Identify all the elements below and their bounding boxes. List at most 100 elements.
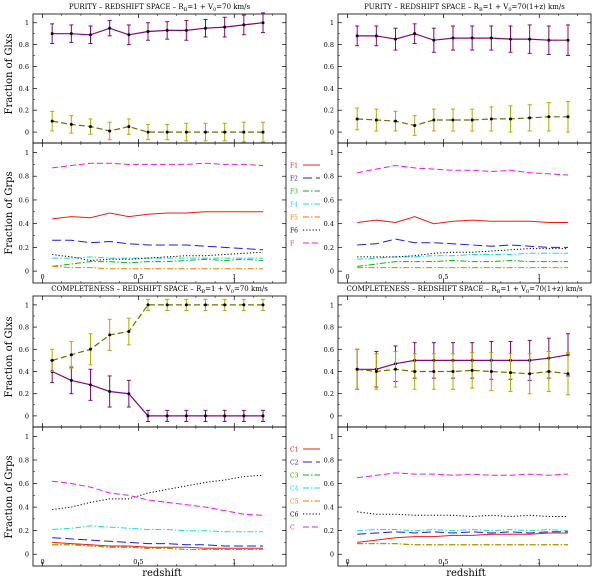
data-point: [146, 303, 150, 307]
y-tick-label: 0: [25, 129, 29, 137]
series-line: [357, 259, 568, 267]
data-point: [509, 117, 512, 121]
data-point: [261, 130, 265, 134]
series-C4: [357, 528, 569, 532]
series-C6: [357, 511, 568, 518]
data-point: [432, 38, 436, 42]
charts-layer: PURITY – REDSHIFT SPACE – RB=1 + V0=70 k…: [19, 3, 592, 567]
data-point: [69, 353, 73, 357]
title-subscript: B: [201, 289, 205, 295]
chart-title: COMPLETENESS – REDSHIFT SPACE – RB=1 + V…: [346, 285, 582, 295]
data-point: [223, 130, 227, 134]
y-tick-label: 0.4: [19, 368, 29, 376]
y-tick-label: 0.2: [324, 527, 334, 535]
y-tick-label: 0.2: [19, 527, 29, 535]
y-tick-label: 0.4: [19, 220, 29, 228]
y-tick-label: 0.6: [324, 480, 334, 488]
data-point: [432, 369, 436, 373]
title-subscript: B: [497, 289, 501, 295]
title-subscript: 0: [213, 7, 216, 13]
series-line: [357, 368, 569, 375]
legend-label: F: [290, 241, 294, 248]
x-tick-label: 1: [232, 273, 236, 281]
series-C: [357, 472, 569, 479]
data-point: [146, 29, 150, 33]
title-segment: =70(1+z) km/s: [529, 285, 583, 293]
data-point: [50, 119, 54, 123]
chart-purity-fixed: PURITY – REDSHIFT SPACE – RB=1 + V0=70 k…: [19, 3, 320, 284]
y-tick-label: 0.2: [324, 107, 334, 115]
data-point: [261, 414, 265, 418]
y-tick-label: 0.8: [324, 173, 334, 181]
data-point: [165, 414, 169, 418]
data-point: [204, 414, 207, 418]
series-line: [52, 480, 264, 516]
chart-purity-evolving: PURITY – REDSHIFT SPACE – RB=1 + V0=70(1…: [324, 3, 592, 284]
series-F6: [52, 251, 264, 262]
series-C1: [52, 541, 263, 549]
y-tick-label: 0: [330, 412, 334, 420]
panel-top: 0 0.2 0.4 0.6 0.8 1: [324, 295, 592, 428]
y-tick-label: 0.2: [19, 244, 29, 252]
series-F2: [52, 239, 264, 251]
data-point: [69, 378, 73, 382]
y-tick-label: 0: [25, 268, 29, 276]
ylabel-grps-upper: Fraction of Grps: [4, 171, 15, 254]
title-segment: =70 km/s: [234, 285, 268, 293]
data-point: [355, 367, 359, 371]
y-tick-label: 1: [330, 433, 334, 441]
series-line: [357, 164, 569, 176]
y-tick-label: 0.8: [324, 41, 334, 49]
series-false: [50, 110, 265, 143]
y-tick-label: 0: [25, 412, 29, 420]
ylabel-glxs-lower: Fraction of Glxs: [4, 317, 15, 398]
data-point: [204, 26, 207, 30]
y-tick-label: 0.2: [19, 107, 29, 115]
data-point: [69, 32, 73, 36]
xlabel-left: redshift: [142, 568, 182, 579]
data-point: [394, 367, 397, 371]
data-point: [470, 118, 474, 122]
series-F4: [357, 252, 568, 260]
series-F5: [52, 265, 263, 270]
series-true: [50, 12, 265, 46]
y-tick-label: 0.2: [19, 390, 29, 398]
data-point: [165, 303, 169, 307]
data-point: [451, 369, 455, 373]
series-line: [52, 474, 264, 510]
xlabel-right: redshift: [446, 568, 486, 579]
series-line: [52, 537, 263, 547]
panel-top: 0 0.2 0.4 0.6 0.8 1: [324, 13, 592, 144]
y-tick-label: 0.8: [324, 456, 334, 464]
y-tick-label: 1: [25, 433, 29, 441]
series-line: [357, 354, 569, 370]
series-line: [357, 238, 568, 248]
series-true: [355, 333, 570, 390]
legend-label: C5: [290, 499, 299, 506]
legend-label: F2: [290, 176, 298, 183]
x-tick-label: 0.5: [438, 558, 448, 566]
series-line: [52, 544, 263, 550]
series-line: [357, 252, 568, 260]
series-F3: [52, 258, 264, 267]
series-C4: [52, 525, 263, 533]
y-tick-label: 0.6: [19, 346, 29, 354]
series-line: [52, 162, 264, 169]
x-tick-label: 0: [346, 558, 350, 566]
series-C5: [357, 543, 568, 546]
legend-label: C6: [290, 512, 299, 519]
data-point: [547, 369, 551, 373]
series-true: [355, 23, 570, 57]
series-C1: [357, 532, 568, 543]
legend: F1 F2 F3 F4 F5 F6 F: [290, 163, 320, 248]
title-segment: =70(1+z) km/s: [512, 3, 566, 11]
data-point: [470, 36, 474, 40]
data-point: [184, 130, 188, 134]
title-segment: PURITY – REDSHIFT SPACE – R: [69, 3, 185, 11]
y-tick-label: 0: [330, 129, 334, 137]
data-point: [242, 130, 246, 134]
data-point: [50, 32, 54, 36]
legend-label: F6: [290, 228, 298, 235]
legend-label: F4: [290, 202, 298, 209]
legend-label: F5: [290, 215, 298, 222]
